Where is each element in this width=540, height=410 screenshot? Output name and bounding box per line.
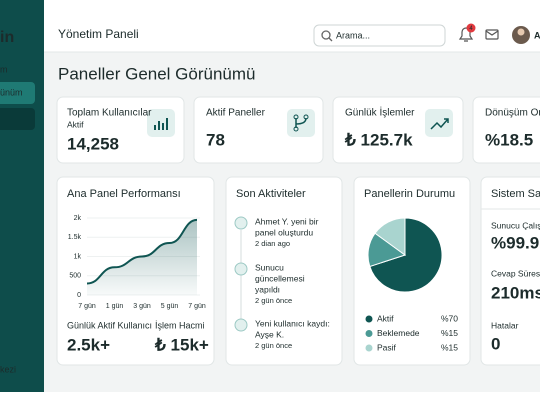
legend-dot: [365, 344, 373, 352]
mail-icon[interactable]: [485, 29, 499, 40]
bottom-strip: [0, 392, 540, 410]
metric-value: 0: [491, 334, 500, 353]
brand: in: [0, 29, 14, 46]
x-tick-label: 7 gün: [78, 303, 96, 310]
y-tick-label: 2k: [74, 215, 82, 222]
stat-value: 14,258: [67, 134, 119, 153]
x-tick-label: 5 gün: [161, 303, 179, 310]
activity-icon: [234, 216, 248, 230]
stat-label: Toplam Kullanıcılar: [67, 108, 152, 119]
stat-card: [472, 96, 540, 164]
legend-label: Beklemede: [377, 328, 420, 338]
y-tick-label: 1k: [74, 253, 82, 260]
perf-label: Günlük Aktif Kullanıcı: [67, 320, 152, 330]
activity-icon: [234, 318, 248, 332]
pie-slice: [374, 217, 406, 256]
nav-text: ünüm: [0, 87, 23, 97]
stat-label: Günlük İşlemler: [345, 106, 415, 119]
activity-time: 2 dian ago: [255, 239, 290, 248]
badge-count: 4: [469, 26, 473, 32]
trend-icon: [430, 118, 449, 130]
y-tick-label: 0: [77, 292, 81, 299]
search-placeholder: Arama...: [336, 30, 370, 40]
legend-value: %70: [441, 313, 458, 323]
activity-text: Sunucu: [255, 262, 284, 272]
search-box[interactable]: [313, 24, 446, 47]
stat-label: Dönüşüm Ora: [485, 108, 540, 119]
activity-text: güncellemesi: [255, 273, 305, 283]
stat-label: Aktif Paneller: [206, 108, 266, 119]
page-title: Paneller Genel Görünümü: [58, 64, 256, 83]
search-icon: [321, 30, 331, 40]
network-icon: [293, 114, 299, 120]
metric-label: Cevap Süres: [491, 268, 540, 278]
stat-value: %18.5: [485, 130, 533, 149]
avatar-face: [517, 28, 525, 36]
network-icon: [303, 114, 309, 120]
activity-time: 2 gün önce: [255, 296, 292, 305]
bar-icon: [154, 118, 168, 130]
metric-label: Hatalar: [491, 320, 519, 330]
icon-box: [425, 109, 453, 137]
header-title: Yönetim Paneli: [58, 27, 139, 41]
pie-slice: [369, 217, 443, 293]
card-title: Panellerin Durumu: [364, 188, 455, 200]
legend-dot: [365, 315, 373, 323]
activity-text: yapıldı: [255, 284, 280, 294]
nav-item[interactable]: [0, 108, 35, 130]
stat-value: 78: [206, 130, 225, 149]
perf-label: İşlem Hacmi: [155, 320, 205, 330]
activity-icon: [234, 262, 248, 276]
sidebar: [0, 0, 44, 392]
activity-text: Yeni kullanıcı kaydı:: [255, 318, 330, 328]
legend-value: %15: [441, 342, 458, 352]
search-icon: [328, 37, 333, 42]
nav-active[interactable]: [0, 82, 35, 104]
y-tick-label: 500: [69, 273, 81, 280]
x-tick-label: 1 gün: [106, 303, 124, 310]
nav-text: m: [0, 64, 8, 74]
mail-icon: [485, 30, 499, 36]
user-name: A: [534, 30, 540, 40]
activity-text: Ayşe K.: [255, 329, 284, 339]
metric-label: Sunucu Çalış: [491, 220, 540, 230]
header: [44, 0, 540, 52]
card-title: Sistem Sağ: [491, 188, 540, 200]
stat-sublabel: Aktif: [67, 119, 84, 129]
activity-text: panel oluşturdu: [255, 227, 313, 237]
nav-text: kezi: [0, 364, 16, 374]
legend-label: Aktif: [377, 313, 394, 323]
x-tick-label: 3 gün: [133, 303, 151, 310]
activity-time: 2 gün önce: [255, 341, 292, 350]
x-tick-label: 7 gün: [188, 303, 206, 310]
legend-label: Pasif: [377, 342, 397, 352]
stat-value: ₺ 125.7k: [344, 130, 413, 149]
card-title: Son Aktiviteler: [236, 188, 306, 200]
line: [86, 218, 198, 285]
perf-value: 2.5k+: [67, 335, 110, 354]
system-card: [480, 176, 540, 366]
network-icon: [293, 126, 299, 132]
card-title: Ana Panel Performansı: [67, 188, 181, 200]
badge: [466, 23, 476, 33]
y-tick-label: 1.5k: [68, 234, 82, 241]
activity-card: [225, 176, 343, 366]
activity-text: Ahmet Y. yeni bir: [255, 216, 319, 226]
legend-value: %15: [441, 328, 458, 338]
metric-value: 210ms: [491, 283, 540, 302]
legend-dot: [365, 330, 373, 337]
metric-value: %99.9: [491, 233, 539, 252]
perf-value: ₺ 15k+: [154, 335, 209, 354]
